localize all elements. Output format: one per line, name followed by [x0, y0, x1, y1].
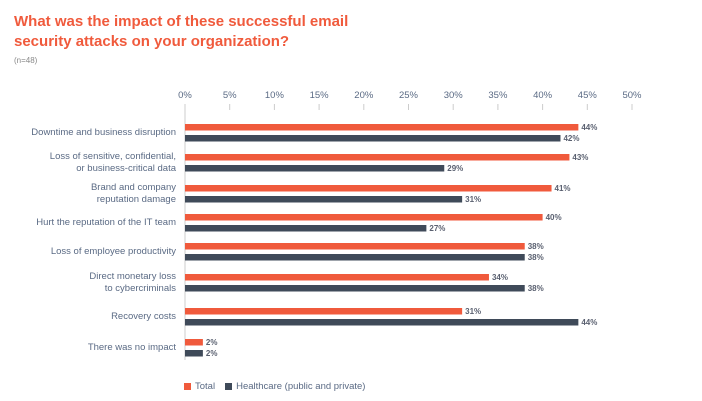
chart-subtitle: (n=48) — [14, 56, 38, 65]
chart-header: What was the impact of these successful … — [14, 12, 354, 66]
tick-label: 5% — [223, 90, 237, 101]
data-label: 34% — [492, 273, 508, 282]
category-label: Loss of employee productivity — [51, 246, 176, 257]
bar-total — [185, 214, 543, 221]
bar-total — [185, 124, 579, 131]
legend-item-total: Total — [184, 381, 215, 392]
legend-label: Total — [195, 381, 216, 392]
category-label: reputation damage — [97, 194, 176, 205]
data-label: 38% — [528, 253, 544, 262]
chart-title: What was the impact of these successful … — [14, 13, 349, 50]
tick-label: 25% — [399, 90, 419, 101]
category-label: Loss of sensitive, confidential, — [50, 151, 176, 162]
category-label: or business-critical data — [76, 163, 177, 174]
data-label: 2% — [206, 338, 218, 347]
tick-label: 40% — [533, 90, 553, 101]
tick-label: 0% — [178, 90, 192, 101]
category-label: Hurt the reputation of the IT team — [36, 217, 176, 228]
bar-healthcare — [185, 350, 203, 357]
legend: Total Healthcare (public and private) — [184, 381, 365, 392]
data-label: 43% — [572, 153, 588, 162]
legend-swatch — [184, 382, 191, 390]
bar-healthcare — [185, 225, 427, 232]
tick-label: 10% — [265, 90, 285, 101]
bar-healthcare — [185, 165, 445, 172]
bar-total — [185, 339, 203, 346]
tick-label: 30% — [444, 90, 464, 101]
data-label: 2% — [206, 349, 218, 358]
legend-item-healthcare: Healthcare (public and private) — [225, 381, 365, 392]
data-label: 31% — [465, 195, 481, 204]
data-label: 42% — [563, 134, 579, 143]
bar-total — [185, 243, 525, 250]
bar-healthcare — [185, 319, 579, 326]
category-label: Brand and company — [91, 182, 176, 193]
category-label: Downtime and business disruption — [31, 127, 176, 138]
tick-label: 20% — [354, 90, 374, 101]
tick-label: 45% — [578, 90, 598, 101]
data-label: 44% — [581, 123, 597, 132]
data-label: 41% — [555, 184, 571, 193]
data-label: 31% — [465, 307, 481, 316]
tick-label: 50% — [622, 90, 642, 101]
bar-total — [185, 154, 570, 161]
bar-total — [185, 308, 463, 315]
data-label: 44% — [581, 318, 597, 327]
data-label: 38% — [528, 284, 544, 293]
legend-swatch — [225, 382, 233, 390]
data-label: 27% — [429, 224, 445, 233]
category-label: to cybercriminals — [105, 283, 177, 294]
category-label: Direct monetary loss — [89, 271, 176, 282]
tick-label: 15% — [310, 90, 330, 101]
bar-healthcare — [185, 254, 525, 261]
legend-label: Healthcare (public and private) — [236, 381, 366, 392]
data-label: 40% — [546, 213, 562, 222]
bar-total — [185, 274, 489, 281]
data-label: 29% — [447, 164, 463, 173]
category-label: Recovery costs — [111, 311, 176, 322]
data-label: 38% — [528, 242, 544, 251]
bar-healthcare — [185, 196, 463, 203]
category-label: There was no impact — [88, 342, 177, 353]
bar-healthcare — [185, 285, 525, 292]
bar-total — [185, 185, 552, 192]
bar-healthcare — [185, 135, 561, 142]
tick-label: 35% — [488, 90, 508, 101]
